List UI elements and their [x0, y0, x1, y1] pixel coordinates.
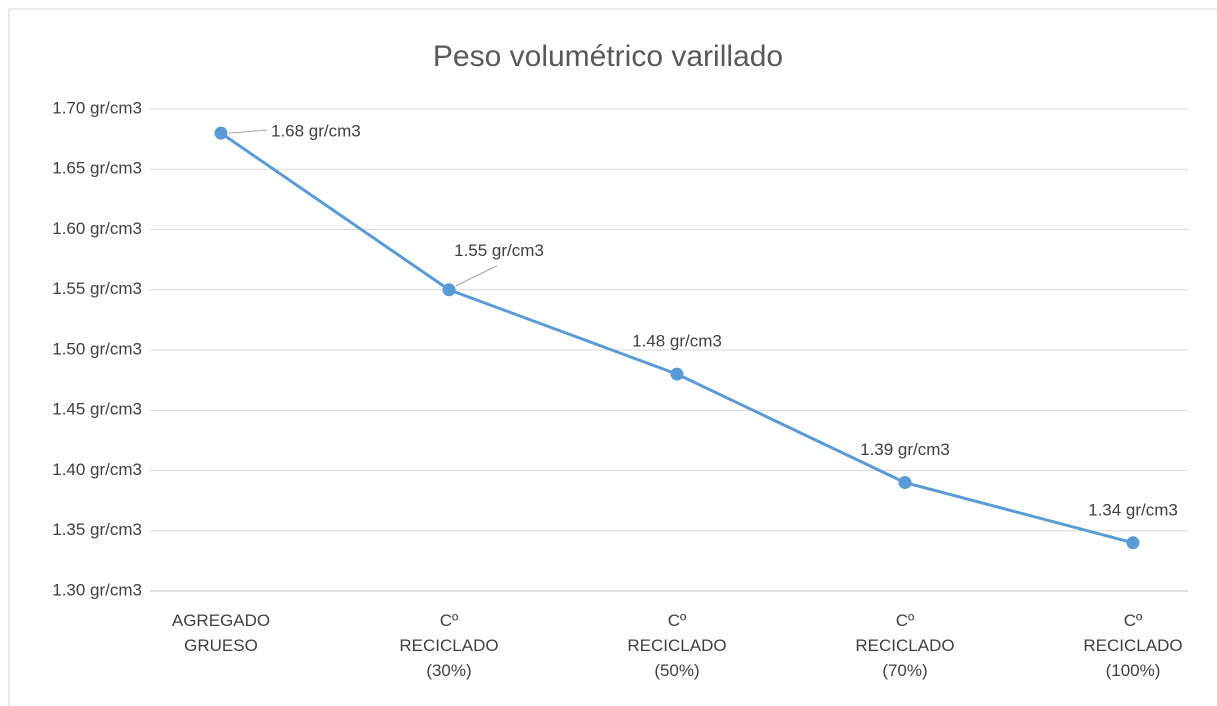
- data-label: 1.68 gr/cm3: [271, 122, 361, 141]
- x-tick-label: Cº RECICLADO (50%): [627, 611, 726, 680]
- data-label: 1.48 gr/cm3: [632, 332, 722, 351]
- chart-border: [8, 8, 1217, 706]
- x-tick-label: Cº RECICLADO (100%): [1083, 611, 1182, 680]
- data-label: 1.39 gr/cm3: [860, 440, 950, 459]
- y-tick-label: 1.60 gr/cm3: [52, 219, 142, 238]
- data-label: 1.55 gr/cm3: [454, 241, 544, 260]
- leader-line: [455, 265, 498, 287]
- chart-title: Peso volumétrico varillado: [433, 40, 783, 73]
- y-tick-label: 1.50 gr/cm3: [52, 339, 142, 358]
- data-point: [1126, 536, 1140, 550]
- data-point: [670, 367, 684, 381]
- data-point: [898, 476, 912, 490]
- x-tick-label: Cº RECICLADO (30%): [399, 611, 498, 680]
- data-point: [214, 126, 228, 140]
- leader-line: [228, 129, 268, 134]
- data-label: 1.34 gr/cm3: [1088, 500, 1178, 519]
- y-tick-label: 1.70 gr/cm3: [52, 98, 142, 117]
- x-tick-label: AGREGADO GRUESO: [172, 611, 270, 655]
- x-tick-label: Cº RECICLADO (70%): [855, 611, 954, 680]
- y-tick-label: 1.30 gr/cm3: [52, 580, 142, 599]
- y-tick-label: 1.40 gr/cm3: [52, 460, 142, 479]
- y-tick-label: 1.35 gr/cm3: [52, 520, 142, 539]
- y-tick-label: 1.55 gr/cm3: [52, 279, 142, 298]
- y-tick-label: 1.65 gr/cm3: [52, 159, 142, 178]
- data-point: [442, 283, 456, 297]
- y-tick-label: 1.45 gr/cm3: [52, 400, 142, 419]
